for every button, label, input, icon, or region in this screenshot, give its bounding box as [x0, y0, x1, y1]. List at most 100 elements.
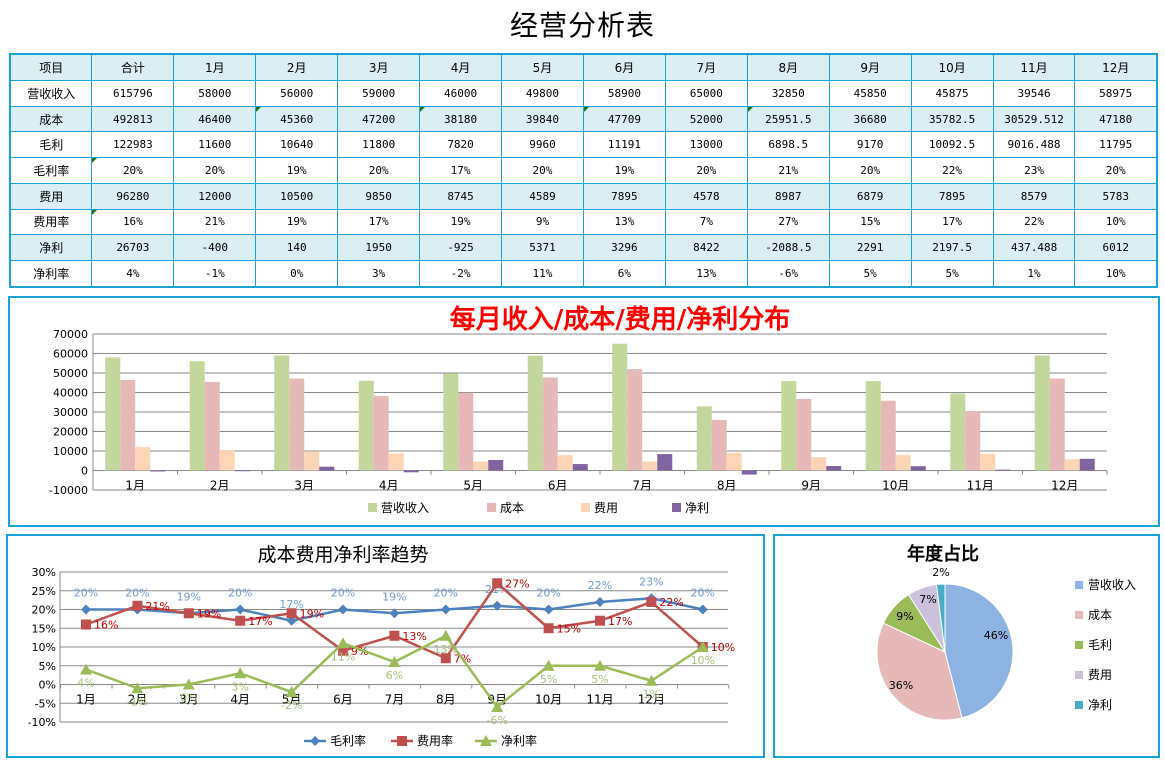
- column-header[interactable]: 2月: [255, 53, 339, 81]
- table-cell[interactable]: 35782.5: [910, 105, 994, 133]
- bar[interactable]: [388, 453, 404, 471]
- bar[interactable]: [657, 454, 673, 471]
- bar[interactable]: [234, 470, 250, 472]
- bar[interactable]: [880, 400, 896, 471]
- table-cell[interactable]: 65000: [664, 79, 748, 107]
- bar[interactable]: [120, 380, 136, 471]
- table-cell[interactable]: 47200: [337, 105, 421, 133]
- bar[interactable]: [1049, 378, 1065, 471]
- table-cell[interactable]: 8422: [664, 234, 748, 261]
- bar[interactable]: [289, 378, 305, 471]
- table-cell[interactable]: 20%: [337, 157, 421, 184]
- table-cell[interactable]: 3296: [582, 234, 666, 261]
- table-cell[interactable]: 11795: [1074, 131, 1158, 159]
- table-cell[interactable]: 8987: [746, 182, 830, 210]
- table-cell[interactable]: 19%: [255, 157, 339, 184]
- table-cell[interactable]: 47709: [582, 105, 666, 133]
- legend-label[interactable]: 营收收入: [381, 501, 429, 515]
- table-cell[interactable]: 21%: [173, 208, 257, 236]
- table-cell[interactable]: 39546: [992, 79, 1076, 107]
- row-label[interactable]: 净利率: [9, 259, 93, 288]
- bar[interactable]: [274, 355, 290, 471]
- table-cell[interactable]: 5371: [501, 234, 584, 261]
- table-cell[interactable]: -6%: [746, 259, 830, 288]
- table-cell[interactable]: 9170: [828, 131, 912, 159]
- table-cell[interactable]: 17%: [910, 208, 994, 236]
- bar[interactable]: [557, 455, 573, 471]
- table-cell[interactable]: 17%: [337, 208, 421, 236]
- bar[interactable]: [796, 398, 812, 471]
- pie-slice[interactable]: [876, 622, 963, 721]
- table-cell[interactable]: 38180: [419, 105, 503, 133]
- table-cell[interactable]: 6%: [582, 259, 666, 288]
- table-cell[interactable]: 7%: [664, 208, 748, 236]
- table-cell[interactable]: -1%: [173, 259, 257, 288]
- table-cell[interactable]: 96280: [91, 182, 175, 210]
- bar[interactable]: [642, 461, 658, 471]
- column-header[interactable]: 9月: [828, 53, 912, 81]
- bar[interactable]: [150, 470, 166, 472]
- bar[interactable]: [811, 457, 827, 471]
- table-cell[interactable]: 5%: [910, 259, 994, 288]
- bar[interactable]: [627, 369, 643, 471]
- table-cell[interactable]: 49800: [501, 79, 584, 107]
- row-label[interactable]: 净利: [9, 234, 93, 261]
- table-cell[interactable]: 56000: [255, 79, 339, 107]
- bar[interactable]: [219, 450, 235, 471]
- table-cell[interactable]: 45360: [255, 105, 339, 133]
- table-cell[interactable]: 23%: [992, 157, 1076, 184]
- table-cell[interactable]: 437.488: [992, 234, 1076, 261]
- table-cell[interactable]: 47180: [1074, 105, 1158, 133]
- column-header[interactable]: 合计: [91, 53, 175, 81]
- table-cell[interactable]: 10%: [1074, 208, 1158, 236]
- table-cell[interactable]: 6898.5: [746, 131, 830, 159]
- bar[interactable]: [696, 406, 712, 471]
- bar[interactable]: [895, 455, 911, 471]
- table-cell[interactable]: 8745: [419, 182, 503, 210]
- table-cell[interactable]: 2291: [828, 234, 912, 261]
- column-header[interactable]: 7月: [664, 53, 748, 81]
- table-cell[interactable]: 9850: [337, 182, 421, 210]
- table-cell[interactable]: 7895: [910, 182, 994, 210]
- table-cell[interactable]: 30529.512: [992, 105, 1076, 133]
- bar[interactable]: [358, 380, 374, 471]
- table-cell[interactable]: 13%: [582, 208, 666, 236]
- table-cell[interactable]: 20%: [828, 157, 912, 184]
- bar[interactable]: [319, 466, 335, 471]
- legend-label[interactable]: 净利: [1088, 698, 1112, 712]
- bar[interactable]: [726, 452, 742, 471]
- row-label[interactable]: 费用: [9, 182, 93, 210]
- table-cell[interactable]: 20%: [501, 157, 584, 184]
- table-cell[interactable]: 10500: [255, 182, 339, 210]
- pie-slice[interactable]: [944, 583, 1014, 719]
- legend-label[interactable]: 成本: [1088, 608, 1112, 622]
- bar[interactable]: [965, 410, 981, 471]
- bar[interactable]: [711, 419, 727, 471]
- table-cell[interactable]: 140: [255, 234, 339, 261]
- legend-label[interactable]: 成本: [500, 501, 524, 515]
- bar[interactable]: [1034, 355, 1050, 471]
- column-header[interactable]: 5月: [501, 53, 584, 81]
- table-cell[interactable]: 25951.5: [746, 105, 830, 133]
- legend-label[interactable]: 毛利率: [330, 733, 366, 748]
- row-label[interactable]: 毛利率: [9, 157, 93, 184]
- table-cell[interactable]: 32850: [746, 79, 830, 107]
- table-cell[interactable]: 27%: [746, 208, 830, 236]
- pie-slice[interactable]: [935, 583, 946, 653]
- row-label[interactable]: 费用率: [9, 208, 93, 236]
- bar[interactable]: [980, 453, 996, 471]
- table-cell[interactable]: 20%: [91, 157, 175, 184]
- table-cell[interactable]: 20%: [1074, 157, 1158, 184]
- column-header[interactable]: 3月: [337, 53, 421, 81]
- table-cell[interactable]: 4589: [501, 182, 584, 210]
- table-cell[interactable]: 36680: [828, 105, 912, 133]
- legend-label[interactable]: 净利率: [501, 733, 537, 748]
- table-cell[interactable]: 11%: [501, 259, 584, 288]
- table-cell[interactable]: 39840: [501, 105, 584, 133]
- column-header[interactable]: 1月: [173, 53, 257, 81]
- table-cell[interactable]: 13%: [664, 259, 748, 288]
- table-cell[interactable]: 20%: [173, 157, 257, 184]
- bar[interactable]: [304, 451, 320, 471]
- table-cell[interactable]: 0%: [255, 259, 339, 288]
- table-cell[interactable]: 21%: [746, 157, 830, 184]
